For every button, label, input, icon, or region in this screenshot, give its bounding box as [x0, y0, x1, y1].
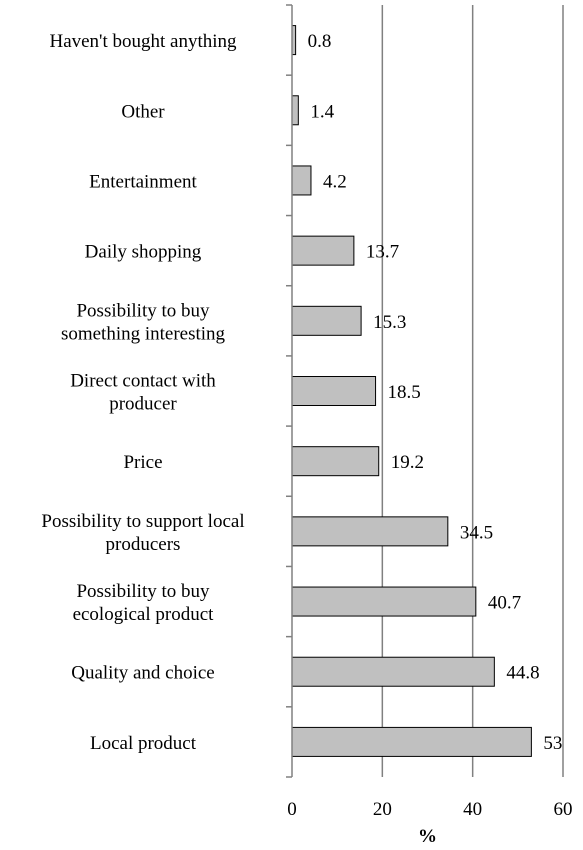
data-label: 44.8: [506, 663, 539, 684]
category-label-line: ecological product: [73, 604, 215, 625]
bar: [291, 726, 532, 757]
data-label: 34.5: [460, 522, 493, 543]
data-label: 15.3: [373, 312, 406, 333]
data-label: 4.2: [323, 171, 347, 192]
category-label-line: Direct contact with: [70, 371, 216, 392]
bar: [291, 165, 312, 196]
category-label-line: Local product: [90, 733, 197, 754]
category-label: Quality and choice: [71, 663, 215, 684]
category-label: Other: [121, 101, 165, 122]
category-label: Haven't bought anything: [49, 31, 237, 52]
bar: [291, 305, 362, 336]
bar: [291, 446, 380, 477]
category-label-line: Quality and choice: [71, 663, 215, 684]
bar: [291, 95, 299, 126]
category-label-line: Possibility to support local: [41, 511, 244, 532]
category-label-line: Entertainment: [89, 171, 197, 192]
category-label: Possibility to buy ecological product: [73, 581, 215, 625]
category-label-line: producers: [106, 534, 181, 555]
axes: [286, 4, 293, 778]
category-label: Price: [123, 452, 162, 473]
bar: [291, 516, 449, 547]
category-label-line: Possibility to buy: [76, 581, 210, 602]
category-label: Possibility to buy something interesting: [61, 300, 226, 344]
category-label: Direct contact with producer: [70, 371, 216, 415]
x-tick-label: 40: [463, 799, 482, 820]
category-label: Entertainment: [89, 171, 197, 192]
bar: [291, 586, 477, 617]
x-tick-label: 20: [373, 799, 392, 820]
category-label-line: Possibility to buy: [76, 300, 210, 321]
category-label-line: Other: [121, 101, 165, 122]
x-tick-label: 0: [287, 799, 297, 820]
category-label: Daily shopping: [85, 242, 202, 263]
data-label: 13.7: [366, 242, 399, 263]
x-tick-label: 60: [554, 799, 573, 820]
category-label-line: something interesting: [61, 323, 226, 344]
data-label: 0.8: [308, 31, 332, 52]
category-label-line: Price: [123, 452, 162, 473]
data-label: 19.2: [391, 452, 424, 473]
data-label: 53: [543, 733, 562, 754]
category-label: Possibility to support local producers: [41, 511, 244, 555]
bar: [291, 235, 355, 266]
data-label: 1.4: [310, 101, 334, 122]
x-axis-title: %: [418, 826, 437, 847]
category-label-line: Haven't bought anything: [49, 31, 237, 52]
category-label-line: Daily shopping: [85, 242, 202, 263]
gridlines: [381, 5, 564, 777]
labels: 0.8 Haven't bought anything 1.4 Other 4.2 Ent…: [41, 31, 572, 820]
category-label: Local product: [90, 733, 197, 754]
data-label: 40.7: [488, 593, 521, 614]
bar: [291, 376, 377, 406]
bar: [291, 656, 495, 687]
category-label-line: producer: [109, 394, 177, 415]
data-label: 18.5: [388, 382, 421, 403]
